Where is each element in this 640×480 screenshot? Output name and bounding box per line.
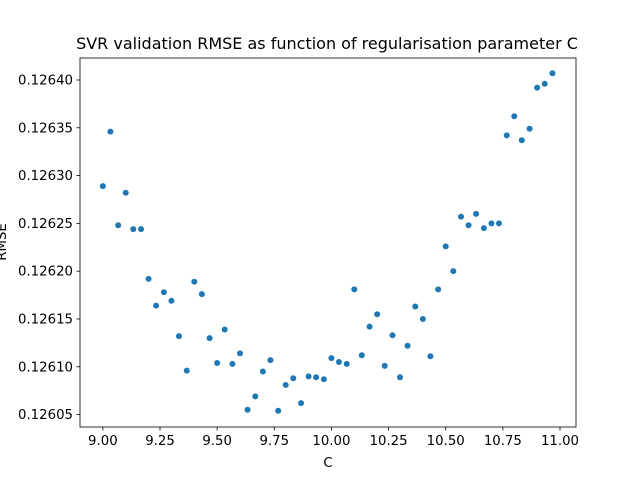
x-tick-label: 9.25 [145, 434, 175, 449]
data-point [465, 222, 472, 229]
data-point [511, 113, 518, 120]
data-point [305, 373, 312, 380]
data-point [488, 220, 495, 227]
data-point [358, 352, 365, 359]
data-point [115, 222, 122, 229]
x-tick-label: 10.00 [312, 434, 350, 449]
data-point [419, 315, 426, 322]
data-point [252, 393, 259, 400]
data-point [107, 128, 114, 135]
data-point [267, 357, 274, 364]
data-point [229, 360, 236, 367]
data-point [153, 302, 160, 309]
data-point [503, 132, 510, 139]
data-point [549, 70, 556, 77]
data-point [160, 289, 167, 296]
data-point [122, 189, 129, 196]
data-point [397, 374, 403, 381]
data-point [328, 355, 335, 362]
data-point [259, 368, 266, 375]
data-point [534, 84, 541, 91]
y-tick-label: 0.12630 [18, 169, 73, 184]
plot-frame [79, 57, 577, 428]
chart-title: SVR validation RMSE as function of regul… [76, 34, 578, 53]
data-point [366, 323, 373, 330]
data-point [389, 332, 396, 339]
data-point [320, 376, 327, 383]
x-tick-label: 10.25 [370, 434, 408, 449]
data-point [404, 342, 411, 349]
data-point [374, 311, 381, 318]
data-point [518, 137, 525, 144]
y-tick-label: 0.12605 [18, 408, 73, 423]
y-tick-label: 0.12615 [18, 312, 73, 327]
data-point [495, 220, 502, 227]
data-point [298, 400, 305, 407]
y-tick-label: 0.12635 [18, 121, 73, 136]
x-tick-label: 9.75 [259, 434, 289, 449]
y-axis-ticks: 0.12605 0.12610 0.12615 0.12620 0.12625 0.126… [18, 73, 80, 423]
data-point [206, 335, 213, 342]
data-point [175, 333, 182, 340]
x-axis-ticks: 9.00 9.25 9.50 9.75 10.00 10.25 10.50 10.75 11.0… [88, 427, 579, 449]
x-axis-label: C [323, 456, 332, 471]
x-tick-label: 10.50 [427, 434, 465, 449]
data-point [351, 286, 358, 293]
data-point [290, 375, 297, 382]
data-point [198, 291, 205, 298]
y-tick-label: 0.12620 [18, 265, 73, 280]
data-point [480, 225, 487, 232]
data-point [343, 360, 350, 367]
data-point [412, 303, 419, 310]
data-point [183, 367, 190, 374]
data-point [541, 80, 548, 87]
data-point [450, 268, 457, 275]
plot-area [80, 58, 576, 427]
data-point [442, 243, 449, 250]
data-point [313, 374, 320, 381]
data-point [435, 286, 442, 293]
data-point [526, 125, 533, 132]
data-point [473, 210, 480, 217]
data-point [381, 362, 388, 369]
data-point [237, 350, 243, 357]
y-tick-label: 0.12640 [18, 73, 73, 88]
data-point [275, 407, 282, 414]
data-point [130, 226, 137, 233]
x-tick-label: 10.75 [484, 434, 522, 449]
y-tick-label: 0.12625 [18, 217, 73, 232]
x-tick-label: 9.00 [88, 434, 118, 449]
data-point [282, 381, 289, 388]
data-point [168, 297, 175, 304]
y-axis-label: RMSE [0, 223, 10, 261]
data-point [221, 326, 228, 333]
data-point [145, 275, 152, 282]
x-tick-label: 9.50 [202, 434, 232, 449]
x-tick-label: 11.00 [541, 434, 579, 449]
data-point [244, 406, 251, 413]
data-point [214, 359, 221, 366]
data-point [138, 226, 145, 233]
data-points [99, 70, 556, 414]
data-point [335, 358, 342, 365]
y-tick-label: 0.12610 [18, 360, 73, 375]
data-point [99, 183, 106, 190]
data-point [458, 213, 465, 220]
data-point [191, 278, 198, 285]
data-point [427, 353, 434, 360]
